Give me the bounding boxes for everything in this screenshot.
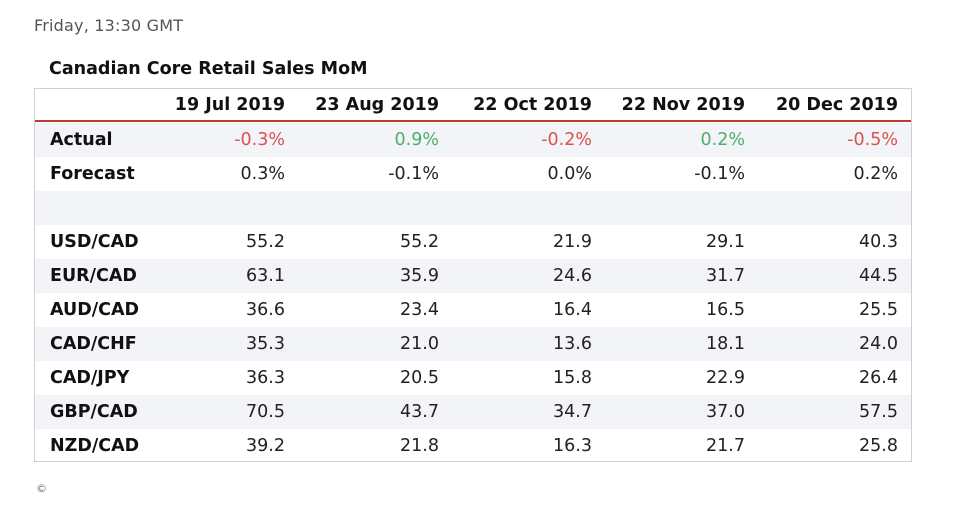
row-label: Actual bbox=[50, 130, 113, 150]
pair-value: 21.8 bbox=[400, 436, 439, 456]
pair-value: 43.7 bbox=[400, 402, 439, 422]
forecast-value: 0.0% bbox=[547, 164, 592, 184]
pair-value: 35.9 bbox=[400, 266, 439, 286]
pair-value: 13.6 bbox=[553, 334, 592, 354]
table-row: GBP/CAD 70.5 43.7 34.7 37.0 57.5 bbox=[35, 395, 911, 429]
table-row-actual: Actual -0.3% 0.9% -0.2% 0.2% -0.5% bbox=[35, 123, 911, 157]
actual-value: 0.9% bbox=[394, 130, 439, 150]
pair-value: 29.1 bbox=[706, 232, 745, 252]
pair-label: EUR/CAD bbox=[50, 266, 137, 286]
pair-value: 21.9 bbox=[553, 232, 592, 252]
column-header: 23 Aug 2019 bbox=[315, 94, 439, 115]
pair-value: 63.1 bbox=[246, 266, 285, 286]
actual-value: -0.5% bbox=[847, 130, 898, 150]
pair-value: 55.2 bbox=[400, 232, 439, 252]
pair-value: 26.4 bbox=[859, 368, 898, 388]
pair-value: 24.6 bbox=[553, 266, 592, 286]
data-table: 19 Jul 2019 23 Aug 2019 22 Oct 2019 22 N… bbox=[34, 88, 912, 462]
forecast-value: -0.1% bbox=[694, 164, 745, 184]
pair-value: 21.0 bbox=[400, 334, 439, 354]
pair-value: 16.3 bbox=[553, 436, 592, 456]
pair-value: 18.1 bbox=[706, 334, 745, 354]
pair-value: 20.5 bbox=[400, 368, 439, 388]
table-title: Canadian Core Retail Sales MoM bbox=[49, 59, 368, 79]
actual-value: -0.2% bbox=[541, 130, 592, 150]
column-header: 22 Oct 2019 bbox=[473, 94, 592, 115]
actual-value: -0.3% bbox=[234, 130, 285, 150]
table-row: AUD/CAD 36.6 23.4 16.4 16.5 25.5 bbox=[35, 293, 911, 327]
table-row: CAD/CHF 35.3 21.0 13.6 18.1 24.0 bbox=[35, 327, 911, 361]
table-row: USD/CAD 55.2 55.2 21.9 29.1 40.3 bbox=[35, 225, 911, 259]
timestamp: Friday, 13:30 GMT bbox=[34, 16, 184, 35]
table-spacer-row bbox=[35, 191, 911, 225]
actual-value: 0.2% bbox=[700, 130, 745, 150]
pair-value: 25.8 bbox=[859, 436, 898, 456]
pair-value: 40.3 bbox=[859, 232, 898, 252]
pair-value: 37.0 bbox=[706, 402, 745, 422]
pair-label: GBP/CAD bbox=[50, 402, 138, 422]
pair-value: 23.4 bbox=[400, 300, 439, 320]
column-header: 19 Jul 2019 bbox=[174, 94, 285, 115]
pair-label: CAD/CHF bbox=[50, 334, 137, 354]
pair-label: NZD/CAD bbox=[50, 436, 140, 456]
forecast-value: 0.2% bbox=[853, 164, 898, 184]
forecast-value: -0.1% bbox=[388, 164, 439, 184]
pair-value: 16.5 bbox=[706, 300, 745, 320]
pair-value: 24.0 bbox=[859, 334, 898, 354]
pair-label: CAD/JPY bbox=[50, 368, 130, 388]
pair-value: 57.5 bbox=[859, 402, 898, 422]
pair-value: 44.5 bbox=[859, 266, 898, 286]
table-row-forecast: Forecast 0.3% -0.1% 0.0% -0.1% 0.2% bbox=[35, 157, 911, 191]
pair-value: 39.2 bbox=[246, 436, 285, 456]
pair-label: USD/CAD bbox=[50, 232, 139, 252]
row-label: Forecast bbox=[50, 164, 135, 184]
pair-value: 55.2 bbox=[246, 232, 285, 252]
copyright-mark: © bbox=[36, 482, 47, 495]
pair-value: 36.3 bbox=[246, 368, 285, 388]
forecast-value: 0.3% bbox=[240, 164, 285, 184]
column-header: 20 Dec 2019 bbox=[775, 94, 898, 115]
pair-label: AUD/CAD bbox=[50, 300, 140, 320]
table-row: CAD/JPY 36.3 20.5 15.8 22.9 26.4 bbox=[35, 361, 911, 395]
column-header: 22 Nov 2019 bbox=[621, 94, 745, 115]
pair-value: 16.4 bbox=[553, 300, 592, 320]
pair-value: 35.3 bbox=[246, 334, 285, 354]
table-header-row: 19 Jul 2019 23 Aug 2019 22 Oct 2019 22 N… bbox=[35, 89, 911, 122]
pair-value: 70.5 bbox=[246, 402, 285, 422]
pair-value: 36.6 bbox=[246, 300, 285, 320]
pair-value: 31.7 bbox=[706, 266, 745, 286]
pair-value: 15.8 bbox=[553, 368, 592, 388]
table-row: NZD/CAD 39.2 21.8 16.3 21.7 25.8 bbox=[35, 429, 911, 463]
pair-value: 34.7 bbox=[553, 402, 592, 422]
pair-value: 25.5 bbox=[859, 300, 898, 320]
table-row: EUR/CAD 63.1 35.9 24.6 31.7 44.5 bbox=[35, 259, 911, 293]
pair-value: 21.7 bbox=[706, 436, 745, 456]
pair-value: 22.9 bbox=[706, 368, 745, 388]
